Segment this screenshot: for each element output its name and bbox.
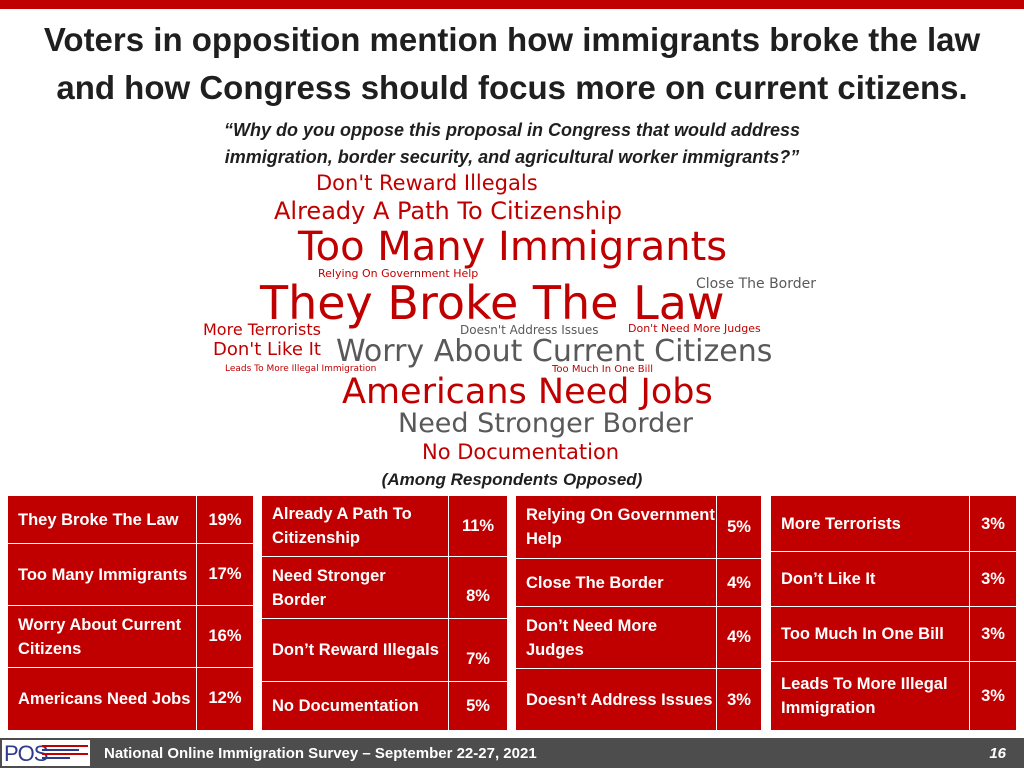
row-value: 5% — [448, 682, 507, 730]
question-line-2: immigration, border security, and agricu… — [224, 147, 800, 167]
table-row: Worry About Current Citizens 16% — [8, 605, 253, 667]
cloud-word-close-the-border: Close The Border — [696, 276, 817, 292]
row-value: 5% — [716, 496, 761, 558]
cloud-word-dont-like-it: Don't Like It — [213, 339, 321, 360]
table-row: Too Many Immigrants 17% — [8, 543, 253, 605]
row-label: Close The Border — [526, 573, 664, 592]
row-value: 7% — [448, 619, 507, 681]
row-value: 19% — [196, 496, 253, 543]
cloud-word-leads-to-more-illegal: Leads To More Illegal Immigration — [225, 364, 377, 374]
row-value: 4% — [716, 559, 761, 606]
cloud-word-already-path: Already A Path To Citizenship — [274, 197, 622, 225]
cloud-word-too-much-in-one-bill: Too Much In One Bill — [552, 364, 654, 375]
table-row: Too Much In One Bill 3% — [771, 606, 1016, 661]
logo-text: POS — [4, 741, 48, 766]
row-label: More Terrorists — [781, 514, 901, 533]
row-value: 11% — [448, 496, 507, 556]
top-accent-bar — [0, 0, 1024, 9]
slide-title: Voters in opposition mention how immigra… — [0, 16, 1024, 112]
footer-bar — [0, 738, 1024, 768]
table-row: Leads To More Illegal Immigration 3% — [771, 661, 1016, 730]
table-row: Relying On Government Help 5% — [516, 496, 761, 558]
cloud-word-dont-reward-illegals: Don't Reward Illegals — [316, 171, 538, 195]
cloud-word-too-many-immigrants: Too Many Immigrants — [298, 224, 728, 270]
table-row: Close The Border 4% — [516, 558, 761, 606]
cloud-word-americans-need-jobs: Americans Need Jobs — [342, 372, 713, 412]
row-value: 16% — [196, 606, 253, 667]
cloud-word-no-documentation: No Documentation — [422, 440, 620, 464]
title-line-2: and how Congress should focus more on cu… — [56, 69, 968, 106]
results-table-2: Already A Path To Citizenship 11% Need S… — [262, 496, 507, 730]
table-row: Don’t Need More Judges 4% — [516, 606, 761, 668]
row-label: They Broke The Law — [18, 510, 179, 529]
row-label: Already A Path To Citizenship — [272, 505, 412, 547]
row-label: Worry About Current Citizens — [18, 615, 182, 658]
cloud-word-dont-need-more-judges: Don't Need More Judges — [628, 322, 761, 335]
cloud-word-they-broke-the-law: They Broke The Law — [260, 276, 725, 330]
row-label: Leads To More Illegal Immigration — [781, 675, 948, 717]
table-row: Already A Path To Citizenship 11% — [262, 496, 507, 556]
logo-stripes-icon — [42, 745, 88, 761]
row-value: 12% — [196, 668, 253, 730]
table-row: Don’t Reward Illegals 7% — [262, 618, 507, 681]
respondent-base-note: (Among Respondents Opposed) — [381, 470, 643, 489]
question-line-1: “Why do you oppose this proposal in Cong… — [223, 120, 801, 140]
pos-logo: POS — [2, 740, 90, 766]
cloud-word-need-stronger-border: Need Stronger Border — [398, 408, 693, 439]
row-value: 3% — [969, 662, 1016, 730]
cloud-word-doesnt-address-issues: Doesn't Address Issues — [460, 323, 599, 337]
row-value: 3% — [969, 496, 1016, 551]
cloud-word-worry-about-citizens: Worry About Current Citizens — [336, 334, 773, 369]
cloud-word-relying-on-gov: Relying On Government Help — [318, 267, 479, 280]
title-line-1: Voters in opposition mention how immigra… — [43, 21, 981, 58]
row-label: Too Much In One Bill — [781, 625, 944, 643]
row-label: Too Many Immigrants — [18, 565, 188, 584]
row-label: Don’t Need More Judges — [526, 616, 658, 659]
row-value: 3% — [716, 669, 761, 730]
row-label: Relying On Government Help — [526, 506, 715, 548]
table-row: Don’t Like It 3% — [771, 551, 1016, 606]
row-label: Doesn’t Address Issues — [526, 690, 713, 709]
survey-question: “Why do you oppose this proposal in Cong… — [150, 117, 874, 171]
table-row: More Terrorists 3% — [771, 496, 1016, 551]
results-table-1: They Broke The Law 19% Too Many Immigran… — [8, 496, 253, 730]
results-table-4: More Terrorists 3% Don’t Like It 3% Too … — [771, 496, 1016, 730]
table-row: Doesn’t Address Issues 3% — [516, 668, 761, 730]
row-value: 3% — [969, 607, 1016, 661]
row-label: No Documentation — [272, 697, 419, 715]
cloud-word-more-terrorists: More Terrorists — [203, 320, 321, 339]
row-value: 3% — [969, 552, 1016, 606]
row-label: Need Stronger Border — [272, 566, 386, 609]
results-table-3: Relying On Government Help 5% Close The … — [516, 496, 761, 730]
table-row: Need Stronger Border 8% — [262, 556, 507, 618]
row-label: Don’t Like It — [781, 570, 876, 588]
row-value: 8% — [448, 557, 507, 618]
row-label: Americans Need Jobs — [18, 690, 191, 708]
table-row: Americans Need Jobs 12% — [8, 667, 253, 730]
row-label: Don’t Reward Illegals — [272, 641, 439, 659]
row-value: 4% — [716, 607, 761, 668]
table-row: No Documentation 5% — [262, 681, 507, 730]
page-number: 16 — [989, 745, 1006, 762]
table-row: They Broke The Law 19% — [8, 496, 253, 543]
row-value: 17% — [196, 544, 253, 605]
footer-survey-title: National Online Immigration Survey – Sep… — [104, 745, 537, 762]
